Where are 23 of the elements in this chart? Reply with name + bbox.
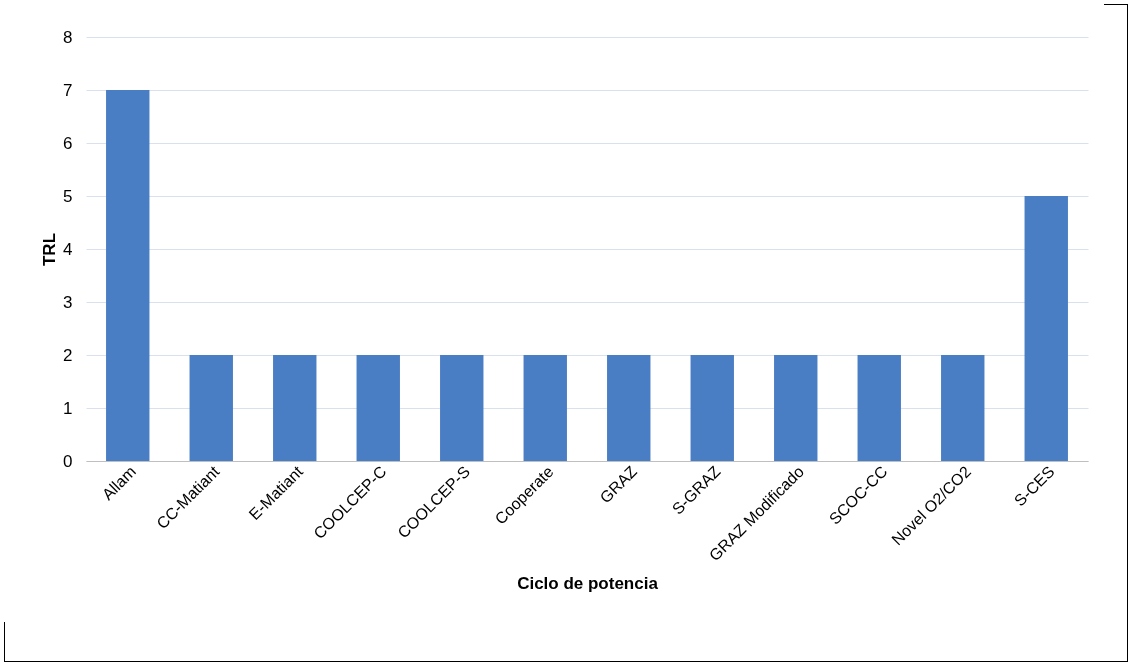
bar [1024, 196, 1068, 461]
bar [189, 355, 233, 461]
y-tick-label: 3 [63, 292, 73, 312]
y-axis-title: TRL [40, 232, 60, 267]
y-tick-label: 1 [63, 398, 73, 418]
y-tick-label: 6 [63, 133, 73, 153]
bar [607, 355, 651, 461]
bar [857, 355, 901, 461]
bar [106, 90, 150, 461]
y-tick-label: 4 [63, 239, 73, 259]
y-tick-label: 0 [63, 451, 73, 471]
bar [523, 355, 567, 461]
y-tick-label: 7 [63, 80, 73, 100]
bar [774, 355, 818, 461]
bar [941, 355, 985, 461]
bar [356, 355, 400, 461]
y-tick-label: 5 [63, 186, 73, 206]
bar [273, 355, 317, 461]
y-tick-label: 8 [63, 27, 73, 47]
bar [440, 355, 484, 461]
bar [690, 355, 734, 461]
x-axis-title: Ciclo de potencia [517, 574, 659, 594]
y-tick-label: 2 [63, 345, 73, 365]
